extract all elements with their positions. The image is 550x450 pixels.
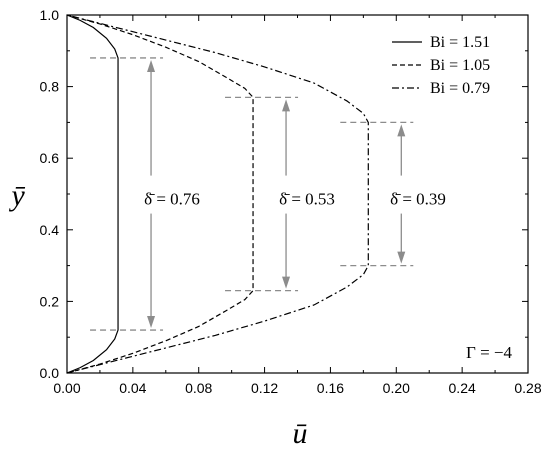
x-tick-label: 0.16 xyxy=(317,380,344,396)
arrow-head-down xyxy=(282,276,291,289)
x-tick-label: 0.08 xyxy=(185,380,212,396)
x-tick-label: 0.04 xyxy=(119,380,146,396)
arrow-head-down xyxy=(397,251,406,264)
y-tick-label: 0.6 xyxy=(40,150,60,166)
y-axis-label: ȳ xyxy=(8,179,25,212)
y-tick-label: 1.0 xyxy=(40,7,60,23)
series-line xyxy=(66,14,119,374)
arrow-head-down xyxy=(147,316,156,329)
x-tick-label: 0.20 xyxy=(383,380,410,396)
y-tick-label: 0.2 xyxy=(40,293,60,309)
x-tick-label: 0.24 xyxy=(449,380,476,396)
series-line xyxy=(66,14,369,374)
x-tick-label: 0.12 xyxy=(251,380,278,396)
arrow-head-up xyxy=(147,59,156,72)
arrow-head-up xyxy=(282,99,291,112)
legend-label: Bi = 1.05 xyxy=(430,57,490,74)
x-tick-label: 0.28 xyxy=(514,380,541,396)
x-tick-label: 0.00 xyxy=(53,380,80,396)
arrow-head-up xyxy=(397,124,406,137)
y-tick-label: 0.4 xyxy=(40,222,60,238)
thickness-label: δ̄ = 0.39 xyxy=(390,190,446,209)
legend-label: Bi = 0.79 xyxy=(430,80,490,97)
y-tick-label: 0.0 xyxy=(40,365,60,381)
y-tick-label: 0.8 xyxy=(40,79,60,95)
legend-label: Bi = 1.51 xyxy=(430,34,490,51)
thickness-label: δ̄ = 0.76 xyxy=(144,190,200,209)
x-axis-label: ū xyxy=(293,417,308,450)
gamma-label: Γ = −4 xyxy=(466,343,513,362)
thickness-label: δ̄ = 0.53 xyxy=(279,190,335,209)
